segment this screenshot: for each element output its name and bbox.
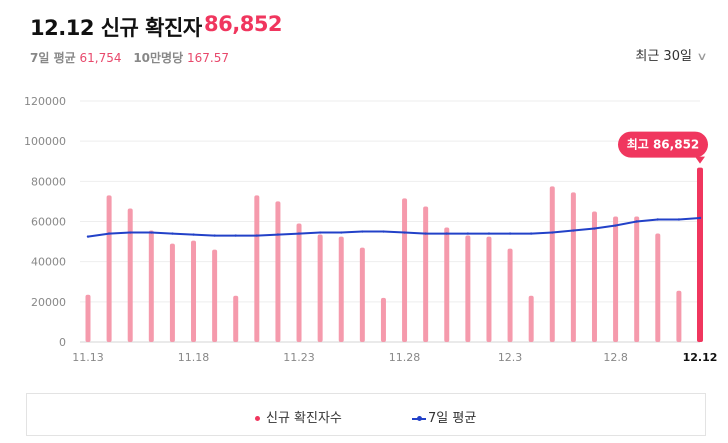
bar: [697, 167, 703, 342]
avg-point: [340, 231, 343, 234]
bar: [465, 235, 471, 342]
legend-item-daily[interactable]: 신규 확진자수: [255, 407, 342, 426]
bar: [317, 234, 323, 342]
avg-point: [234, 234, 237, 237]
cases-chart: 0 20000 40000 60000 80000 100000 120000 11.13 11…: [24, 95, 718, 364]
y-tick-label: 100000: [24, 135, 66, 148]
x-tick-label: 12.12: [683, 351, 718, 364]
header-value: 86,852: [204, 12, 283, 36]
avg-line: [87, 217, 701, 238]
legend-daily-label: 신규 확진자수: [266, 411, 342, 426]
avg-point: [297, 232, 301, 235]
y-tick-label: 120000: [24, 95, 66, 108]
avg-point: [361, 230, 364, 233]
x-tick-label: 12.3: [498, 351, 523, 364]
bar: [634, 216, 640, 342]
max-tooltip-label: 최고 86,852: [627, 137, 700, 152]
bar: [486, 236, 492, 342]
bar: [655, 233, 661, 342]
avg-point: [150, 231, 153, 234]
bar-series-icon: [255, 416, 260, 421]
bar: [676, 290, 682, 342]
bar: [507, 248, 513, 342]
period-label: 최근 30일: [635, 49, 692, 64]
bar: [338, 236, 344, 342]
bar: [380, 297, 386, 342]
bar: [613, 216, 619, 342]
bar: [233, 295, 239, 342]
y-tick-label: 80000: [31, 175, 66, 188]
avg-label: 7일 평균: [30, 51, 76, 65]
bar: [148, 230, 154, 342]
avg-point: [86, 235, 90, 238]
max-tooltip-bg: [618, 131, 708, 158]
avg-point: [593, 227, 596, 230]
avg-point: [424, 232, 427, 235]
bar: [254, 195, 260, 342]
avg-point: [551, 231, 554, 234]
chevron-down-icon: ∨: [696, 50, 708, 63]
avg-point: [192, 233, 195, 236]
avg-point: [572, 229, 575, 232]
y-tick-label: 0: [59, 336, 66, 349]
x-tick-label: 11.18: [178, 351, 210, 364]
avg-point: [171, 232, 174, 235]
bar: [296, 223, 302, 342]
bar: [85, 294, 91, 342]
y-tick-label: 60000: [31, 216, 66, 229]
bar: [359, 247, 365, 342]
avg-point: [614, 224, 617, 227]
bar: [549, 186, 555, 342]
avg-point: [508, 232, 512, 235]
avg-point: [656, 218, 659, 221]
avg-point: [529, 232, 533, 235]
avg-point: [487, 232, 491, 235]
bar: [212, 249, 218, 342]
avg-point: [677, 218, 681, 221]
legend: 신규 확진자수 7일 평균: [26, 393, 706, 436]
bar: [127, 208, 133, 342]
per100k-value: 167.57: [186, 51, 229, 65]
bar: [570, 192, 576, 342]
summary-row: 7일 평균 61,754 10만명당 167.57: [30, 49, 237, 66]
avg-point: [635, 220, 638, 223]
x-tick-label: 12.8: [603, 351, 628, 364]
avg-point: [318, 231, 322, 234]
bar: [423, 206, 429, 342]
avg-point: [255, 234, 259, 237]
x-tick-label: 11.23: [283, 351, 315, 364]
bar: [106, 195, 112, 342]
avg-point: [698, 216, 702, 220]
line-series-icon: [412, 415, 426, 421]
period-dropdown[interactable]: 최근 30일 ∨: [635, 45, 708, 64]
bar: [275, 201, 281, 342]
legend-item-avg[interactable]: 7일 평균: [412, 407, 476, 426]
avg-point: [445, 232, 448, 235]
avg-point: [466, 232, 470, 235]
bar: [402, 198, 408, 342]
max-tooltip-pointer: [695, 156, 705, 164]
bar: [591, 211, 597, 342]
avg-point: [213, 234, 216, 237]
avg-point: [276, 233, 280, 236]
y-tick-label: 40000: [31, 256, 66, 269]
x-tick-label: 11.13: [72, 351, 104, 364]
x-tick-label: 11.28: [389, 351, 421, 364]
avg-value: 61,754: [79, 51, 122, 65]
avg-point: [129, 231, 132, 234]
y-tick-label: 20000: [31, 296, 66, 309]
header-title: 12.12 신규 확진자: [30, 16, 202, 40]
bar: [191, 240, 197, 342]
bar: [528, 295, 534, 342]
avg-point: [382, 230, 385, 233]
bar: [444, 227, 450, 342]
per100k-label: 10만명당: [133, 51, 184, 65]
avg-point: [403, 231, 406, 234]
legend-avg-label: 7일 평균: [428, 411, 477, 426]
avg-point: [107, 232, 111, 235]
bar: [169, 243, 175, 342]
